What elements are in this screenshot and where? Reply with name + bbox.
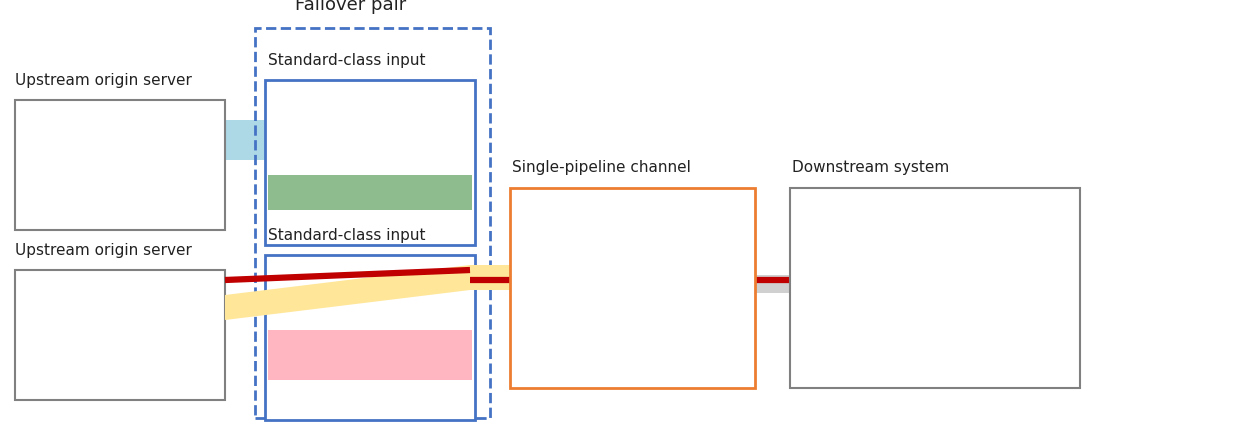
Bar (510, 275, 890, 293)
Text: Single-pipeline channel: Single-pipeline channel (513, 160, 691, 175)
Bar (267, 330, 472, 380)
Polygon shape (470, 265, 625, 290)
Text: Upstream origin server: Upstream origin server (15, 243, 192, 258)
Bar (510, 188, 755, 388)
Bar (267, 175, 472, 210)
Text: Downstream system: Downstream system (792, 160, 950, 175)
Bar (225, 120, 475, 160)
Bar (255, 28, 490, 418)
Polygon shape (225, 265, 470, 320)
Bar (265, 255, 475, 420)
Text: Standard-class input: Standard-class input (267, 53, 426, 68)
Bar (265, 80, 475, 245)
Text: Failover pair: Failover pair (295, 0, 406, 14)
Bar (15, 270, 225, 400)
Bar (790, 188, 1080, 388)
Bar (15, 100, 225, 230)
Text: Pipeline 0: Pipeline 0 (574, 215, 650, 230)
Text: Upstream origin server: Upstream origin server (15, 73, 192, 88)
Text: Standard-class input: Standard-class input (267, 228, 426, 243)
